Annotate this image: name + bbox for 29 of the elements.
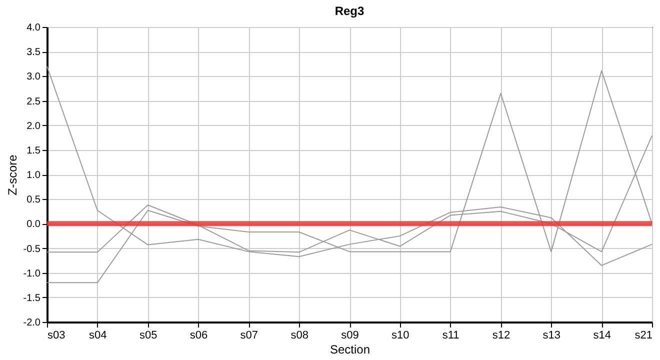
y-tick-label: 4.0 bbox=[26, 22, 41, 34]
x-tick-label: s12 bbox=[492, 330, 510, 342]
y-tick-label: 1.0 bbox=[26, 170, 41, 181]
y-tick-label: -2.0 bbox=[23, 318, 41, 328]
x-tick-label: s11 bbox=[442, 330, 460, 342]
x-tick-label: s06 bbox=[190, 330, 208, 342]
y-tick-label: 3.5 bbox=[26, 47, 41, 58]
x-tick-label: s14 bbox=[593, 330, 611, 342]
y-tick-label: 1.5 bbox=[26, 145, 41, 156]
y-tick-label: -1.5 bbox=[23, 292, 41, 304]
y-tick-label: 0.0 bbox=[26, 219, 41, 230]
x-tick-label: s10 bbox=[392, 330, 410, 342]
x-tick-label: s07 bbox=[240, 330, 258, 342]
x-axis-title: Section bbox=[330, 342, 370, 356]
x-tick-label: s09 bbox=[341, 330, 359, 342]
y-tick-label: -1.0 bbox=[23, 268, 41, 280]
y-tick-label: 3.0 bbox=[26, 72, 41, 83]
x-tick-label: s04 bbox=[89, 330, 107, 342]
x-tick-label: s21 bbox=[634, 330, 652, 342]
x-tick-label: s13 bbox=[542, 330, 561, 342]
y-tick-label: 2.5 bbox=[26, 96, 41, 108]
y-tick-label: 0.5 bbox=[26, 194, 41, 206]
x-tick-label: s05 bbox=[139, 330, 158, 342]
y-axis-title: Z-score bbox=[5, 154, 20, 196]
x-tick-label: s08 bbox=[290, 330, 308, 342]
chart-title: Reg3 bbox=[334, 4, 364, 18]
y-tick-label: -0.5 bbox=[23, 244, 41, 255]
y-tick-label: 2.0 bbox=[26, 120, 41, 132]
x-tick-label: s03 bbox=[48, 330, 66, 342]
